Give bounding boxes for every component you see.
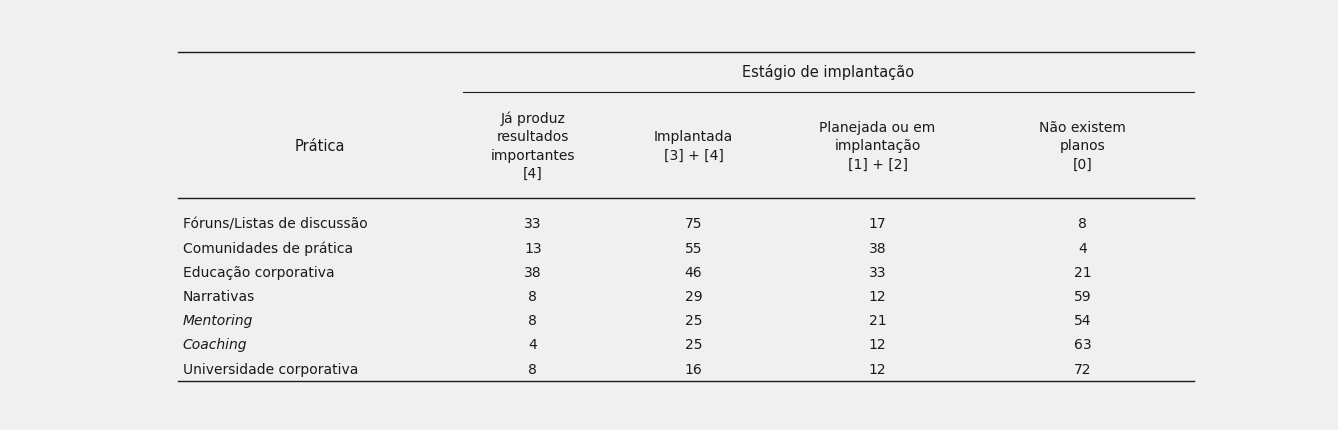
Text: 8: 8	[529, 362, 538, 376]
Text: 8: 8	[529, 289, 538, 303]
Text: 17: 17	[868, 217, 886, 231]
Text: 29: 29	[685, 289, 702, 303]
Text: 54: 54	[1073, 313, 1090, 327]
Text: 63: 63	[1073, 338, 1092, 352]
Text: Planejada ou em
implantação
[1] + [2]: Planejada ou em implantação [1] + [2]	[819, 121, 935, 171]
Text: 12: 12	[868, 289, 886, 303]
Text: 12: 12	[868, 338, 886, 352]
Text: 25: 25	[685, 338, 702, 352]
Text: 4: 4	[529, 338, 537, 352]
Text: Coaching: Coaching	[183, 338, 248, 352]
Text: 16: 16	[685, 362, 702, 376]
Text: 75: 75	[685, 217, 702, 231]
Text: 38: 38	[524, 265, 542, 279]
Text: Comunidades de prática: Comunidades de prática	[183, 241, 353, 255]
Text: 59: 59	[1073, 289, 1092, 303]
Text: 21: 21	[868, 313, 886, 327]
Text: 4: 4	[1078, 241, 1086, 255]
Text: Universidade corporativa: Universidade corporativa	[183, 362, 359, 376]
Text: 25: 25	[685, 313, 702, 327]
Text: 46: 46	[685, 265, 702, 279]
Text: Já produz
resultados
importantes
[4]: Já produz resultados importantes [4]	[491, 111, 575, 181]
Text: 72: 72	[1073, 362, 1090, 376]
Text: Educação corporativa: Educação corporativa	[183, 265, 334, 279]
Text: Narrativas: Narrativas	[183, 289, 256, 303]
Text: 33: 33	[524, 217, 542, 231]
Text: Não existem
planos
[0]: Não existem planos [0]	[1038, 121, 1125, 171]
Text: 21: 21	[1073, 265, 1092, 279]
Text: 55: 55	[685, 241, 702, 255]
Text: Prática: Prática	[294, 138, 345, 154]
Text: 8: 8	[529, 313, 538, 327]
Text: Fóruns/Listas de discussão: Fóruns/Listas de discussão	[183, 217, 368, 231]
Text: Estágio de implantação: Estágio de implantação	[743, 64, 914, 80]
Text: Mentoring: Mentoring	[183, 313, 253, 327]
Text: Implantada
[3] + [4]: Implantada [3] + [4]	[654, 130, 733, 162]
Text: 12: 12	[868, 362, 886, 376]
Text: 38: 38	[868, 241, 886, 255]
Text: 8: 8	[1078, 217, 1086, 231]
Text: 13: 13	[524, 241, 542, 255]
Text: 33: 33	[868, 265, 886, 279]
